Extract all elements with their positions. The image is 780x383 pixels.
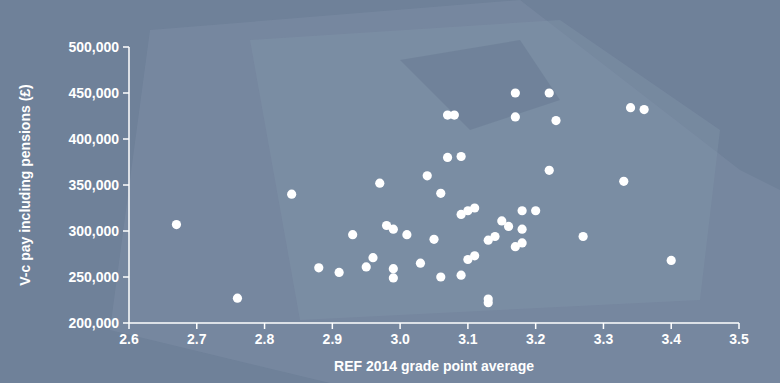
- point: [545, 88, 554, 97]
- point: [511, 88, 520, 97]
- y-tick-label: 200,000: [68, 315, 119, 331]
- points: [172, 88, 676, 307]
- point: [667, 256, 676, 265]
- point: [362, 262, 371, 271]
- y-tick-label: 500,000: [68, 39, 119, 55]
- point: [490, 232, 499, 241]
- x-tick-label: 2.7: [187, 331, 207, 347]
- y-tick: [123, 322, 129, 324]
- point: [518, 206, 527, 215]
- point: [375, 179, 384, 188]
- point: [368, 253, 377, 262]
- point: [389, 225, 398, 234]
- point: [314, 263, 323, 272]
- point: [172, 220, 181, 229]
- x-tick: [264, 323, 266, 329]
- y-tick-label: 400,000: [68, 131, 119, 147]
- x-tick-label: 3.1: [458, 331, 478, 347]
- y-tick-label: 300,000: [68, 223, 119, 239]
- point: [518, 238, 527, 247]
- point: [484, 298, 493, 307]
- point: [504, 222, 513, 231]
- point: [640, 105, 649, 114]
- point: [470, 203, 479, 212]
- x-axis-line: [129, 322, 739, 324]
- y-tick: [123, 138, 129, 140]
- point: [416, 259, 425, 268]
- point: [443, 153, 452, 162]
- point: [335, 268, 344, 277]
- point: [531, 206, 540, 215]
- point: [551, 116, 560, 125]
- y-tick: [123, 92, 129, 94]
- point: [402, 230, 411, 239]
- x-tick-label: 2.9: [323, 331, 343, 347]
- point: [287, 190, 296, 199]
- x-tick-label: 3.4: [661, 331, 681, 347]
- point: [233, 294, 242, 303]
- point: [423, 171, 432, 180]
- x-tick: [399, 323, 401, 329]
- texture: [110, 0, 780, 383]
- axes: 200,000 250,000 300,000 350,000 400,000 450,0…: [68, 39, 749, 347]
- x-tick-label: 3.5: [729, 331, 749, 347]
- chart: 200,000 250,000 300,000 350,000 400,000 450,0…: [0, 0, 780, 383]
- x-tick: [332, 323, 334, 329]
- y-tick-label: 350,000: [68, 177, 119, 193]
- point: [436, 272, 445, 281]
- y-tick-label: 450,000: [68, 85, 119, 101]
- x-tick-label: 3.0: [390, 331, 410, 347]
- point: [389, 273, 398, 282]
- background: [0, 0, 780, 383]
- point: [545, 166, 554, 175]
- y-tick: [123, 46, 129, 48]
- x-tick: [603, 323, 605, 329]
- x-tick: [467, 323, 469, 329]
- y-tick: [123, 230, 129, 232]
- x-tick: [670, 323, 672, 329]
- x-tick-label: 2.8: [255, 331, 275, 347]
- y-tick: [123, 184, 129, 186]
- point: [389, 264, 398, 273]
- point: [457, 271, 466, 280]
- point: [450, 110, 459, 119]
- point: [619, 177, 628, 186]
- x-tick: [196, 323, 198, 329]
- x-tick-label: 3.3: [594, 331, 614, 347]
- x-tick: [535, 323, 537, 329]
- point: [511, 112, 520, 121]
- y-axis-label: V-c pay including pensions (£): [17, 84, 33, 285]
- x-axis-label: REF 2014 grade point average: [334, 358, 534, 374]
- point: [436, 189, 445, 198]
- point: [429, 235, 438, 244]
- point: [348, 230, 357, 239]
- y-tick-label: 250,000: [68, 269, 119, 285]
- x-tick-label: 2.6: [119, 331, 139, 347]
- texture: [400, 40, 560, 130]
- texture: [250, 20, 720, 320]
- x-tick: [128, 323, 130, 329]
- point: [457, 152, 466, 161]
- point: [518, 225, 527, 234]
- x-tick: [738, 323, 740, 329]
- x-tick-label: 3.2: [526, 331, 546, 347]
- point: [626, 103, 635, 112]
- point: [579, 232, 588, 241]
- y-tick: [123, 276, 129, 278]
- point: [470, 251, 479, 260]
